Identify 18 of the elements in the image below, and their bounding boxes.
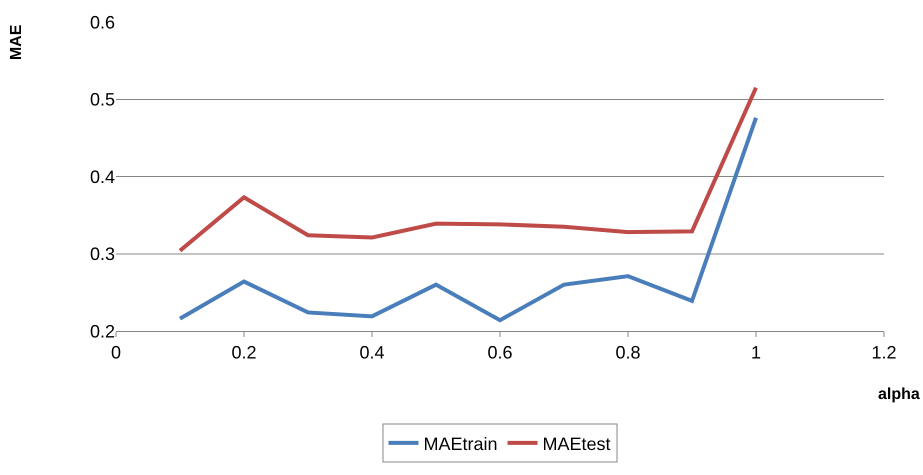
- y-tick-label: 0.4: [90, 166, 115, 187]
- y-tick-label: 0.6: [90, 12, 115, 32]
- x-tick-label: 0.4: [359, 342, 385, 363]
- legend-label: MAEtest: [542, 434, 611, 454]
- y-tick-label: 0.5: [90, 90, 115, 110]
- y-tick-label: 0.3: [90, 244, 115, 264]
- x-tick-label: 0.6: [487, 342, 513, 363]
- x-tick-label: 0.8: [615, 342, 641, 363]
- x-tick-label: 1.2: [871, 342, 897, 363]
- line-series: [178, 116, 758, 322]
- x-tick-label: 0: [110, 342, 122, 363]
- x-axis-title: alpha: [878, 386, 920, 403]
- y-axis-title: MAE: [8, 24, 26, 60]
- legend-label: MAEtrain: [424, 434, 498, 454]
- line-series: [178, 86, 758, 253]
- x-tick-label: 1: [750, 342, 762, 363]
- x-tick-label: 0.2: [231, 342, 257, 363]
- y-tick-label: 0.2: [90, 321, 115, 342]
